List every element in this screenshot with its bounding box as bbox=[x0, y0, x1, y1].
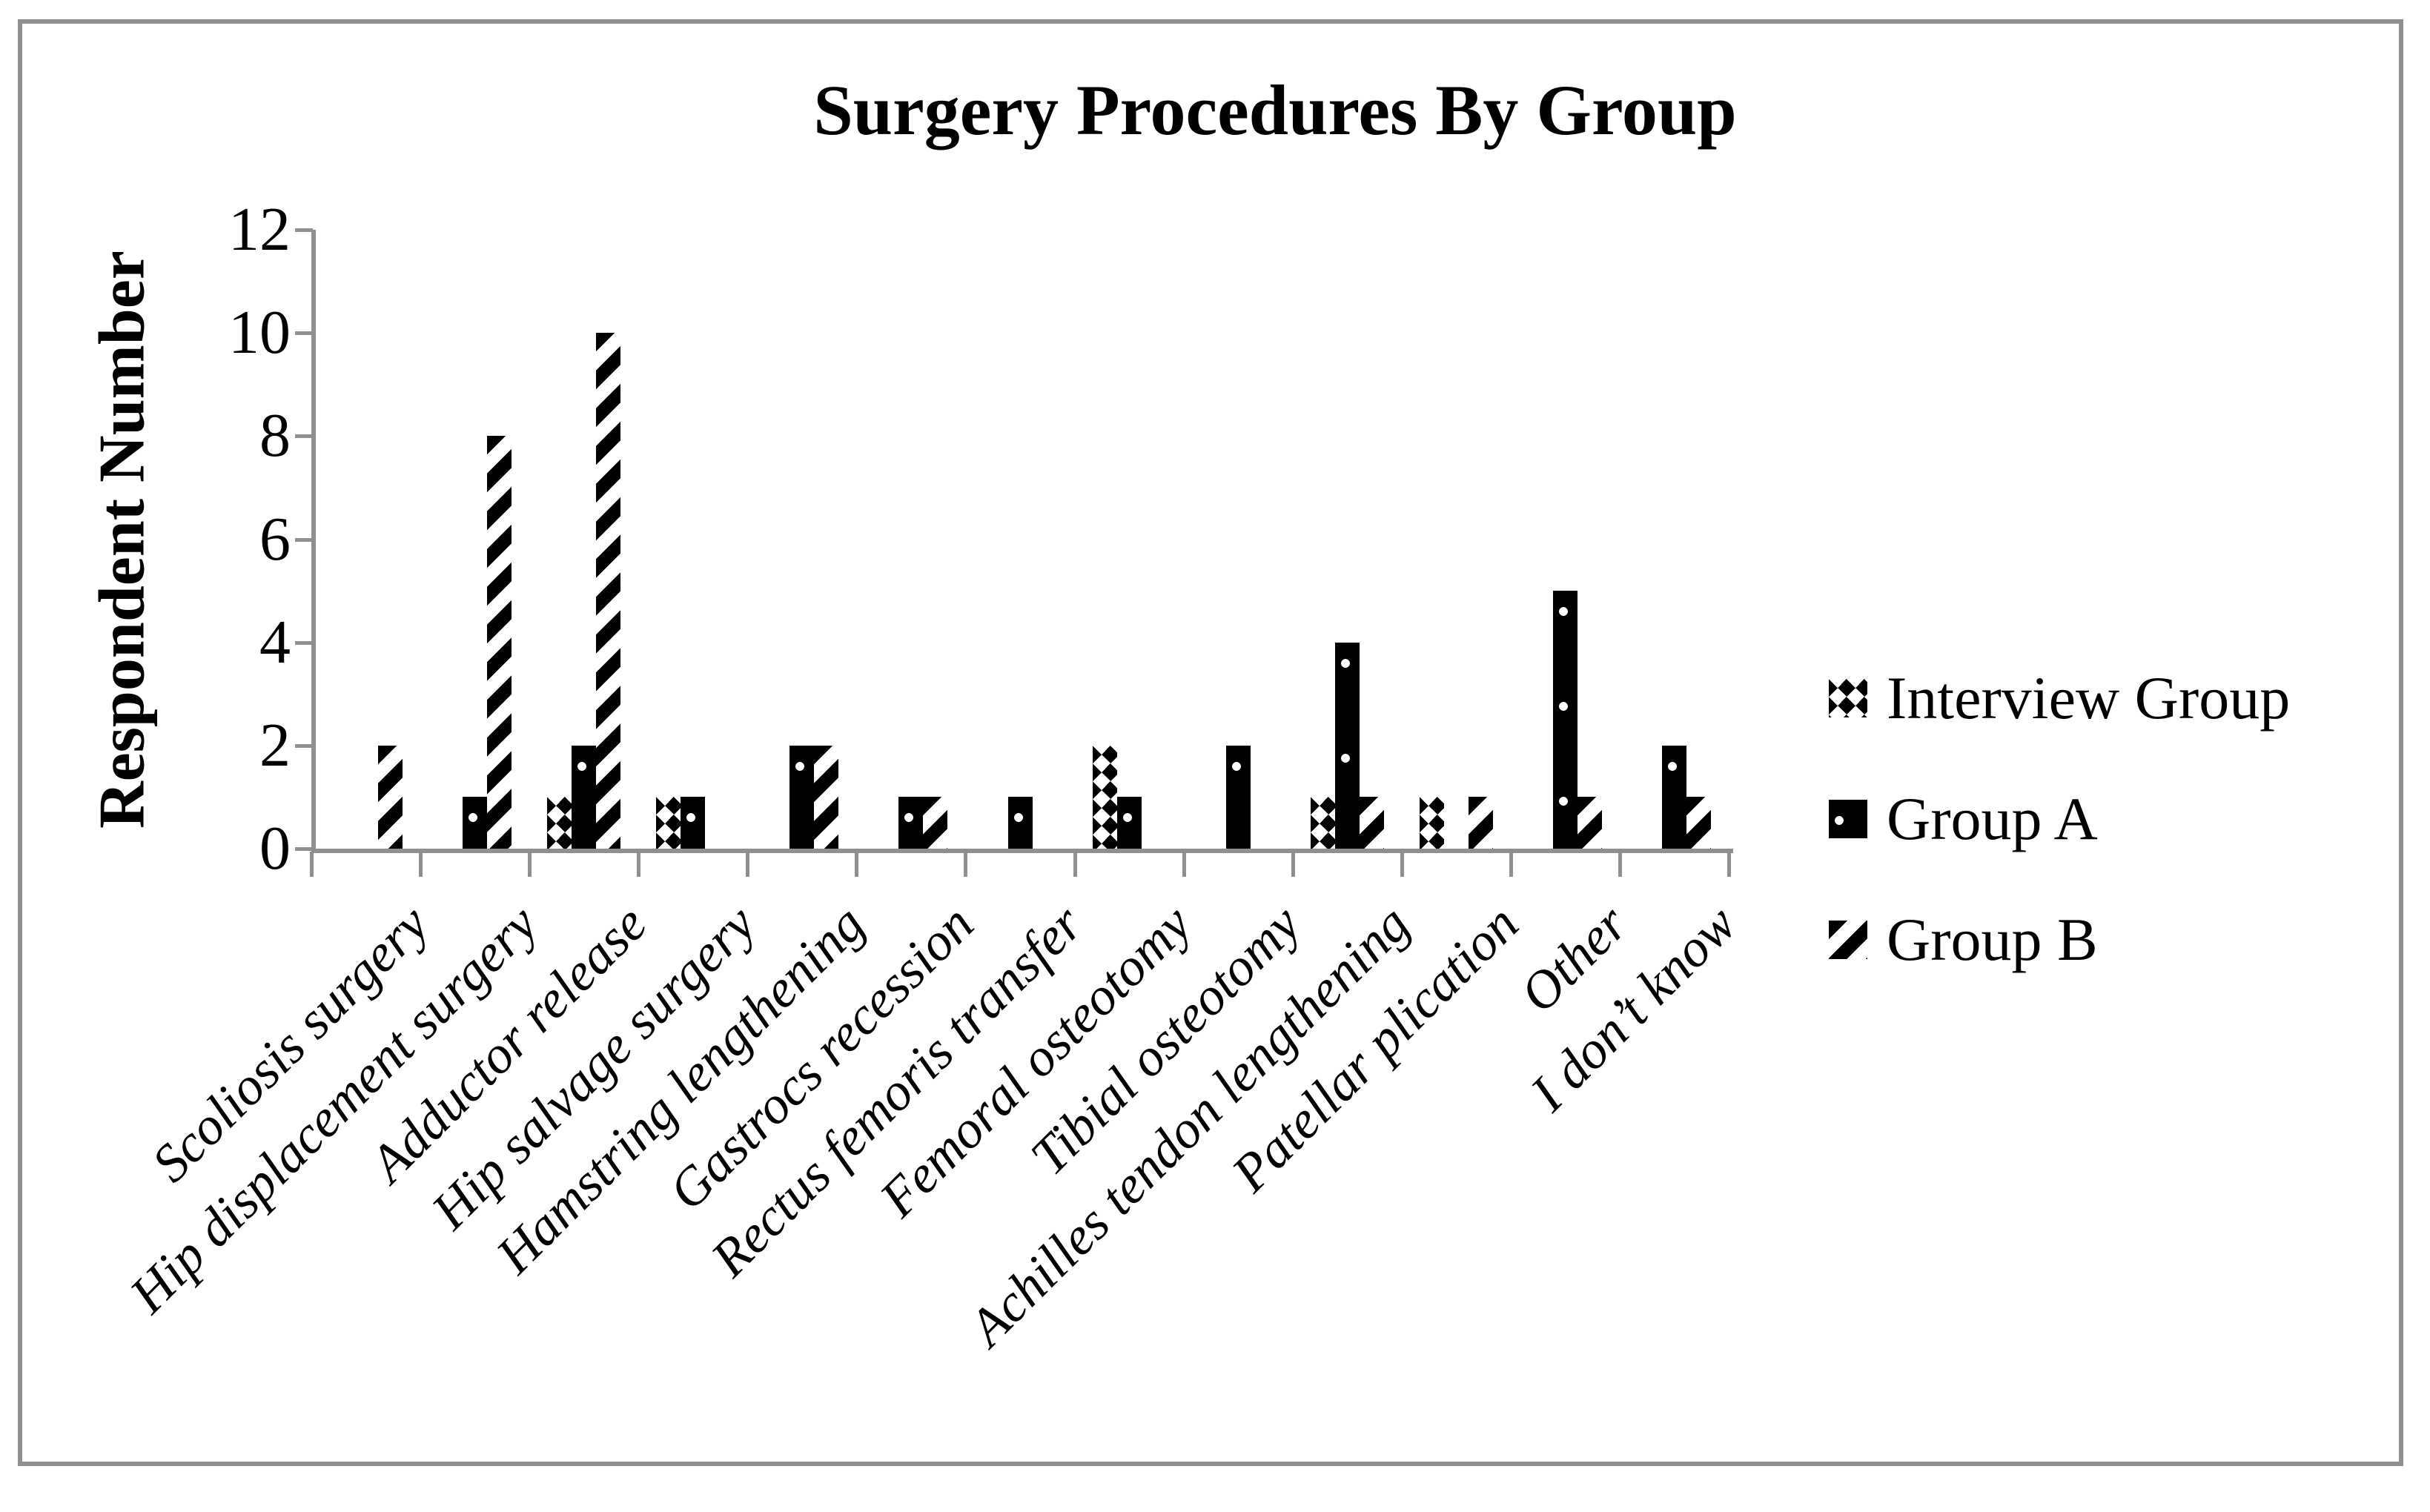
x-tick bbox=[1618, 852, 1622, 877]
bar-checker bbox=[656, 797, 681, 849]
x-tick bbox=[1182, 852, 1186, 877]
y-tick bbox=[295, 847, 313, 851]
chart-frame bbox=[18, 19, 2403, 1466]
bar-solid-dots bbox=[1116, 797, 1142, 849]
y-axis-line bbox=[311, 230, 316, 853]
bar-diagonal-stripes bbox=[814, 745, 839, 849]
bar-diagonal-stripes bbox=[1577, 797, 1602, 849]
bar-solid-dots bbox=[898, 797, 924, 849]
legend-label: Group A bbox=[1887, 785, 2098, 852]
bar-diagonal-stripes bbox=[1468, 797, 1493, 849]
bar-checker bbox=[1310, 797, 1335, 849]
y-tick bbox=[295, 434, 313, 439]
bar-diagonal-stripes bbox=[487, 436, 512, 849]
bar-solid-dots bbox=[1225, 745, 1251, 849]
bar-diagonal-stripes bbox=[596, 333, 621, 849]
bar-solid-dots bbox=[572, 745, 597, 849]
bar-solid-dots bbox=[1661, 745, 1686, 849]
x-tick bbox=[1400, 852, 1404, 877]
x-tick bbox=[964, 852, 968, 877]
legend-item: Group B bbox=[1829, 909, 2422, 970]
bar-diagonal-stripes bbox=[923, 797, 948, 849]
bar-diagonal-stripes bbox=[1686, 797, 1711, 849]
y-tick-label: 12 bbox=[228, 195, 291, 264]
legend-item: Group A bbox=[1829, 789, 2422, 849]
x-tick bbox=[310, 852, 314, 877]
x-tick bbox=[419, 852, 423, 877]
x-tick bbox=[637, 852, 641, 877]
x-tick bbox=[855, 852, 859, 877]
y-tick bbox=[295, 228, 313, 232]
legend-label: Interview Group bbox=[1887, 664, 2291, 732]
legend-swatch-checker bbox=[1829, 679, 1867, 717]
y-tick-label: 8 bbox=[259, 401, 291, 471]
bar-checker bbox=[1092, 745, 1117, 849]
y-tick bbox=[295, 640, 313, 645]
x-tick bbox=[746, 852, 750, 877]
x-tick bbox=[1509, 852, 1513, 877]
x-tick bbox=[1073, 852, 1077, 877]
bar-solid-dots bbox=[1334, 642, 1360, 849]
bar-solid-dots bbox=[463, 797, 488, 849]
y-tick bbox=[295, 537, 313, 542]
bar-solid-dots bbox=[789, 745, 815, 849]
x-tick bbox=[1291, 852, 1295, 877]
bar-checker bbox=[547, 797, 572, 849]
y-tick-label: 6 bbox=[259, 504, 291, 574]
x-tick bbox=[528, 852, 532, 877]
bar-diagonal-stripes bbox=[378, 745, 403, 849]
y-tick bbox=[295, 331, 313, 336]
legend-swatch-solid-dots bbox=[1829, 800, 1867, 838]
legend-label: Group B bbox=[1887, 906, 2098, 973]
x-tick bbox=[1727, 852, 1731, 877]
y-tick-label: 0 bbox=[259, 814, 291, 883]
bar-solid-dots bbox=[1552, 591, 1577, 849]
legend-item: Interview Group bbox=[1829, 668, 2422, 729]
chart-title: Surgery Procedures By Group bbox=[813, 70, 1737, 150]
bar-checker bbox=[1419, 797, 1444, 849]
y-tick-label: 2 bbox=[259, 710, 291, 780]
bar-diagonal-stripes bbox=[1359, 797, 1384, 849]
bar-solid-dots bbox=[681, 797, 706, 849]
y-tick-label: 4 bbox=[259, 607, 291, 677]
y-tick bbox=[295, 743, 313, 748]
x-axis-line bbox=[311, 849, 1733, 853]
y-tick-label: 10 bbox=[228, 298, 291, 368]
legend-swatch-diagonal-stripes bbox=[1829, 921, 1867, 959]
bar-solid-dots bbox=[1007, 797, 1033, 849]
